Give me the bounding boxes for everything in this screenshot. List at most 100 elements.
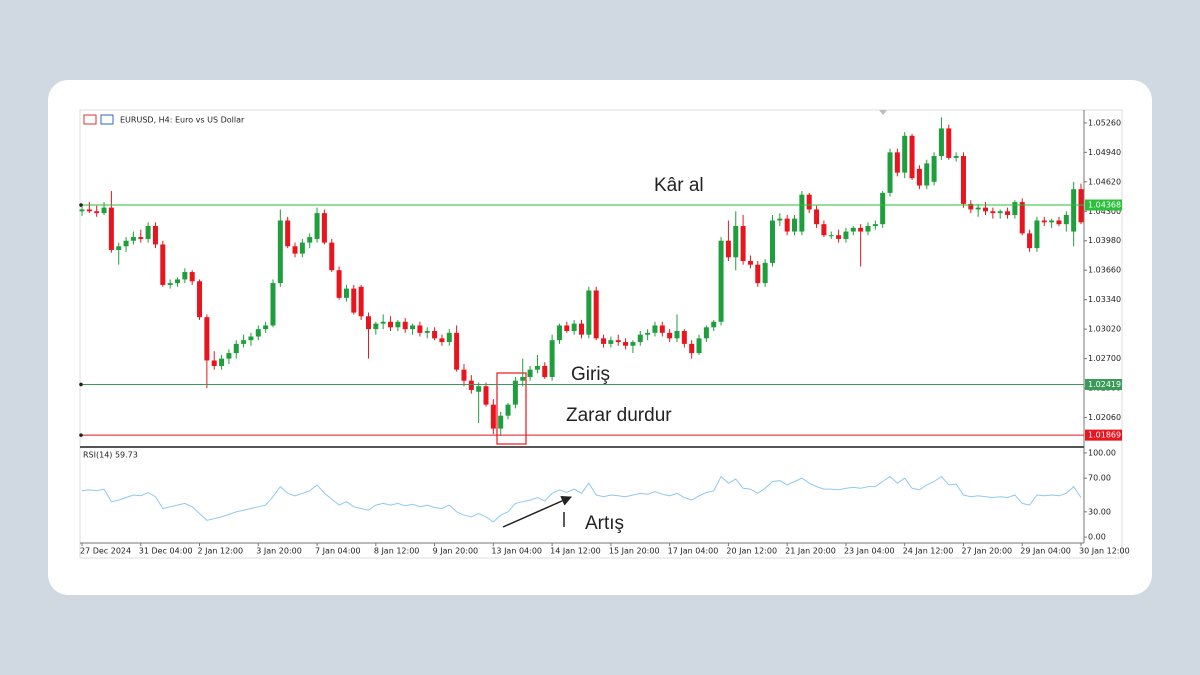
candle-body <box>674 330 680 339</box>
candle-body <box>542 365 548 378</box>
candle-body <box>101 207 107 214</box>
candle-body <box>1027 233 1033 249</box>
candle-body <box>189 272 195 282</box>
candle-body <box>358 286 364 317</box>
candle-body <box>953 156 959 158</box>
candle-body <box>601 338 607 344</box>
level-label: 1.04368 <box>1088 201 1121 210</box>
y-tick-label: 1.04620 <box>1088 177 1121 186</box>
candle-body <box>424 330 430 333</box>
candle-body <box>160 244 166 285</box>
icon <box>83 114 97 125</box>
y-tick-label: 1.03660 <box>1088 266 1121 275</box>
annotation: Zarar durdur <box>566 405 672 426</box>
candle-body <box>762 262 768 284</box>
candle-body <box>556 325 562 341</box>
level-label-bg <box>1085 429 1122 441</box>
candle-body <box>579 323 584 335</box>
y-tick-label: 100.00 <box>1088 448 1116 457</box>
level-dot <box>79 433 83 437</box>
candle-body <box>799 194 805 232</box>
candle-body <box>395 321 401 328</box>
y-tick-label: 30.00 <box>1088 507 1111 516</box>
candle-body <box>130 237 136 241</box>
candle-body <box>116 246 122 250</box>
candle-body <box>983 207 989 212</box>
candle-body <box>938 128 944 157</box>
x-tick-label: 20 Jan 12:00 <box>726 547 777 556</box>
candle-body <box>968 203 974 210</box>
candle-body <box>777 218 783 221</box>
candle-body <box>843 231 849 239</box>
annotation: Artış <box>585 513 624 534</box>
candle-body <box>623 342 629 346</box>
candle-body <box>402 321 408 330</box>
candle-body <box>446 332 452 343</box>
candle-body <box>454 332 460 370</box>
candle-body <box>990 211 996 214</box>
level-label-bg <box>1085 378 1122 390</box>
candle-body <box>211 360 217 366</box>
candle-body <box>850 227 856 232</box>
candle-body <box>476 386 482 392</box>
candle-body <box>894 152 900 173</box>
candle-body <box>792 218 798 232</box>
candle-body <box>696 338 702 354</box>
level-label: 1.01869 <box>1088 431 1121 440</box>
y-tick-label: 70.00 <box>1088 474 1111 483</box>
candle-body <box>880 192 886 225</box>
candle-body <box>703 327 709 339</box>
candle-body <box>1071 189 1077 232</box>
candle-body <box>916 168 922 186</box>
candle-body <box>1063 214 1069 225</box>
candle-body <box>828 235 834 237</box>
candle-body <box>593 290 599 339</box>
candle-body <box>79 209 85 212</box>
candle-body <box>483 386 489 405</box>
candle-body <box>586 290 592 335</box>
candle-body <box>314 213 320 239</box>
x-tick-label: 17 Jan 04:00 <box>668 547 719 556</box>
candle-body <box>931 156 937 182</box>
candle-body <box>534 365 540 370</box>
candle-body <box>145 226 151 239</box>
highlight-box <box>496 372 527 445</box>
chart-title: EURUSD, H4: Euro vs US Dollar <box>120 116 245 125</box>
candle-body <box>909 135 915 179</box>
x-tick-label: 3 Jan 20:00 <box>256 547 302 556</box>
y-tick-label: 1.04300 <box>1088 207 1121 216</box>
candle-body <box>461 369 467 381</box>
x-tick-label: 13 Jan 04:00 <box>491 547 542 556</box>
x-tick-label: 27 Dec 2024 <box>80 547 131 556</box>
candle-body <box>645 332 651 335</box>
y-tick-label: 1.03340 <box>1088 295 1121 304</box>
x-tick-label: 21 Jan 20:00 <box>785 547 836 556</box>
candle-body <box>689 343 695 354</box>
candle-body <box>740 226 746 262</box>
rsi-line <box>81 475 1082 523</box>
candle-body <box>865 226 871 232</box>
candle-body <box>255 329 261 337</box>
x-tick-label: 9 Jan 20:00 <box>433 547 479 556</box>
candle-body <box>270 283 276 326</box>
annotation: Kâr al <box>654 175 704 196</box>
candle-body <box>858 227 864 232</box>
candle-body <box>725 240 731 258</box>
y-tick-label: 1.02060 <box>1088 413 1121 422</box>
candle-body <box>814 209 820 225</box>
candle-body <box>432 330 438 339</box>
candle-body <box>351 288 357 313</box>
candle-body <box>343 288 349 298</box>
candle-body <box>836 235 842 239</box>
candle-body <box>1078 189 1084 223</box>
candle-body <box>681 330 687 344</box>
candle-body <box>174 279 180 284</box>
candle-body <box>505 404 511 416</box>
rsi-title: RSI(14) 59.73 <box>83 451 138 460</box>
candle-body <box>123 240 129 247</box>
candle-body <box>241 340 247 344</box>
candle-body <box>233 343 239 354</box>
candle-body <box>1034 220 1040 249</box>
